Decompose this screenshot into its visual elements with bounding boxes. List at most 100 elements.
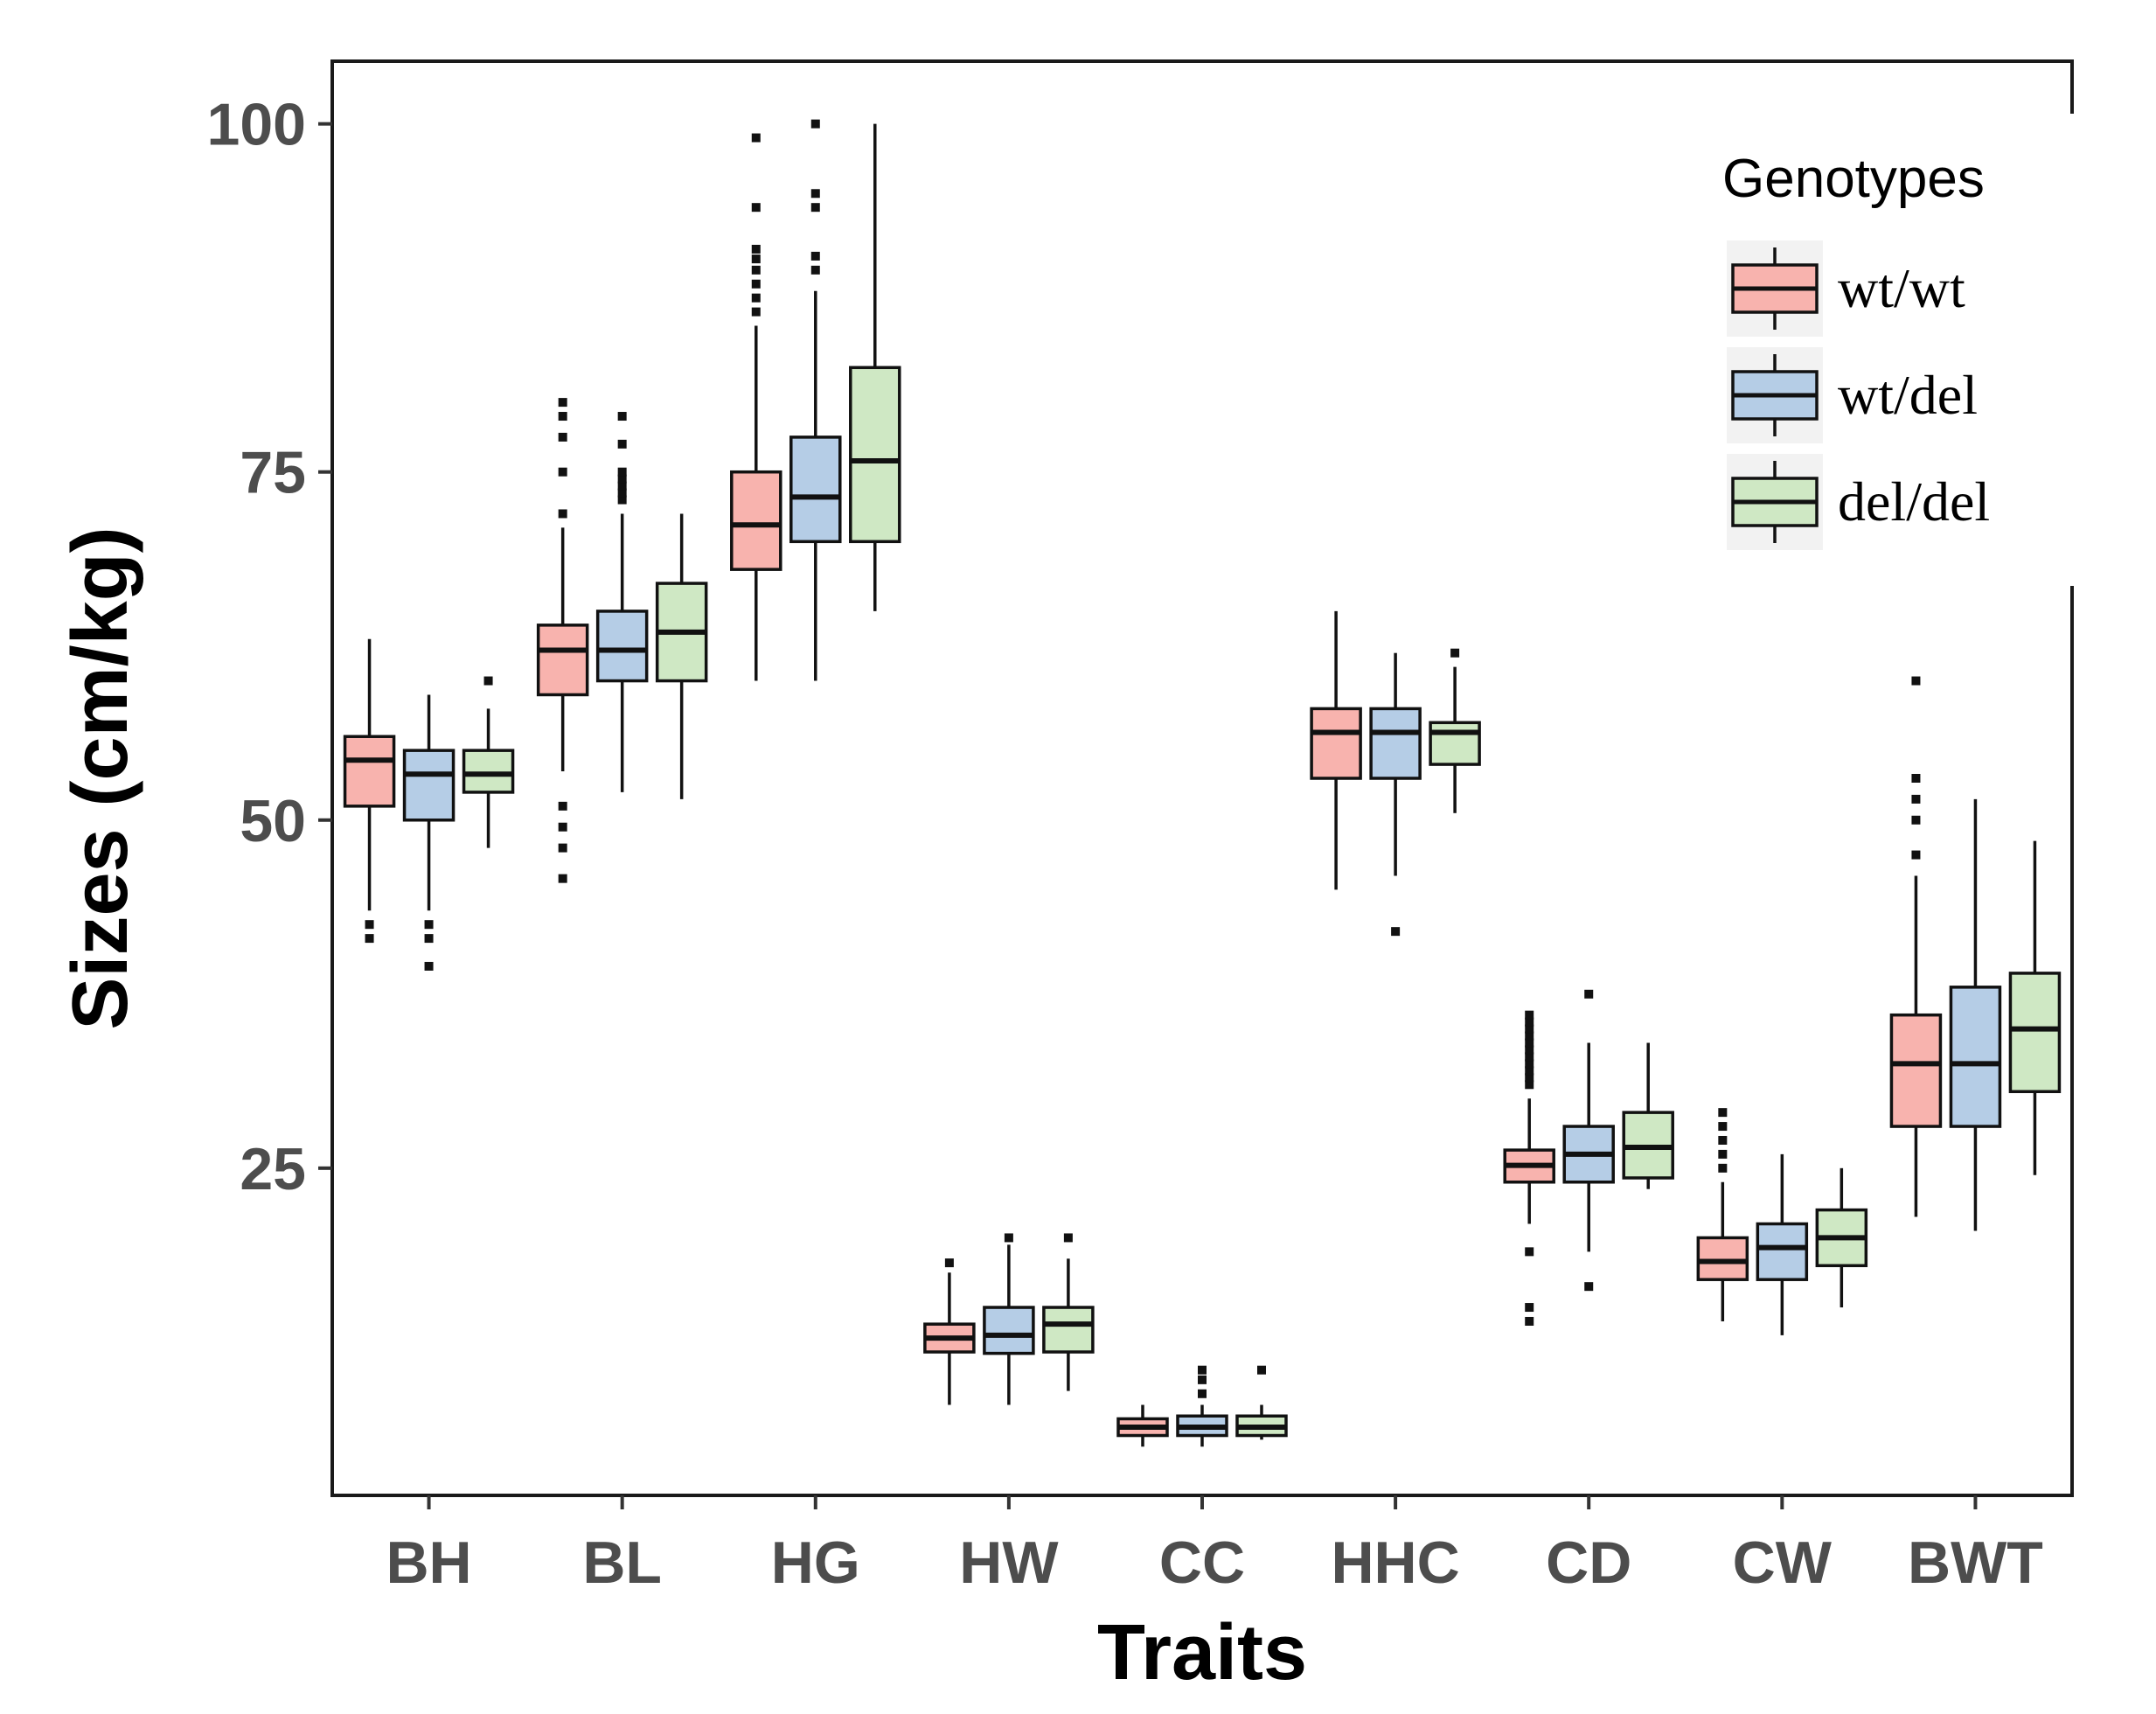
iqr-box (595, 610, 649, 683)
outlier-point (1911, 815, 1921, 825)
legend: Genotypes wt/wt wt/del del/del (1700, 114, 2076, 586)
iqr-box (1696, 1236, 1749, 1281)
iqr-box (1889, 1013, 1943, 1128)
outlier-point (617, 488, 627, 498)
box-wt-wt-HG (730, 133, 782, 681)
y-tick-label: 50 (240, 788, 306, 854)
legend-item-wt-del: wt/del (1727, 347, 1978, 443)
iqr-box (343, 735, 396, 808)
outlier-point (1525, 1247, 1534, 1257)
box-wt-del-CW (1756, 1153, 1809, 1335)
box-wt-wt-HHC (1310, 610, 1362, 890)
box-wt-wt-CD (1503, 1010, 1555, 1326)
iqr-box (789, 435, 842, 544)
outlier-point (558, 467, 567, 477)
outlier-point (424, 920, 434, 930)
box-wt-wt-HW (923, 1258, 976, 1405)
outlier-point (424, 934, 434, 944)
box-del-del-HG (849, 123, 901, 611)
x-tick-label: BL (582, 1529, 662, 1596)
x-axis-title: Traits (1097, 1609, 1307, 1697)
outlier-point (1198, 1375, 1207, 1384)
box-wt-del-CD (1562, 989, 1615, 1292)
boxes-layer (343, 119, 2062, 1447)
outlier-point (617, 474, 627, 484)
legend-items: wt/wt wt/del del/del (1727, 240, 1990, 550)
outlier-point (1525, 1024, 1534, 1034)
outlier-point (483, 676, 493, 686)
box-del-del-CD (1622, 1042, 1674, 1189)
legend-label: del/del (1838, 470, 1990, 533)
outlier-point (751, 203, 761, 213)
outlier-point (1525, 1017, 1534, 1027)
outlier-point (1525, 1066, 1534, 1076)
box-del-del-HHC (1429, 648, 1481, 813)
iqr-box (1949, 986, 2002, 1128)
x-tick-label: HG (771, 1529, 860, 1596)
iqr-box (1756, 1222, 1809, 1281)
box-wt-del-BL (595, 412, 649, 792)
outlier-point (1525, 1303, 1534, 1313)
box-wt-wt-BWT (1889, 676, 1943, 1217)
outlier-point (617, 412, 627, 422)
iqr-box (1310, 707, 1362, 780)
outlier-point (1911, 774, 1921, 783)
legend-title: Genotypes (1722, 149, 1985, 209)
box-wt-del-HW (983, 1233, 1035, 1405)
x-tick-label: BH (386, 1529, 471, 1596)
outlier-point (751, 265, 761, 275)
outlier-point (365, 920, 374, 930)
legend-label: wt/del (1838, 364, 1978, 426)
outlier-point (1525, 1045, 1534, 1055)
y-tick-label: 100 (207, 92, 306, 158)
box-del-del-HW (1042, 1233, 1095, 1391)
outlier-point (617, 495, 627, 505)
outlier-point (617, 467, 627, 477)
iqr-box (1369, 707, 1422, 780)
outlier-point (1718, 1108, 1728, 1118)
outlier-point (424, 961, 434, 971)
iqr-box (462, 749, 515, 794)
box-wt-wt-BL (536, 398, 589, 883)
outlier-point (1911, 676, 1921, 686)
x-tick-label: HHC (1331, 1529, 1459, 1596)
legend-item-wt-wt: wt/wt (1727, 240, 1965, 337)
outlier-point (1584, 1282, 1594, 1292)
outlier-point (1525, 1080, 1534, 1090)
iqr-box (730, 470, 782, 571)
box-wt-del-CC (1176, 1365, 1228, 1447)
outlier-point (944, 1258, 954, 1268)
outlier-point (810, 265, 820, 275)
outlier-point (1004, 1233, 1013, 1243)
box-wt-wt-CC (1116, 1404, 1169, 1447)
y-tick-label: 75 (240, 440, 306, 506)
iqr-box (1042, 1306, 1095, 1354)
iqr-box (2008, 972, 2062, 1094)
outlier-point (751, 244, 761, 254)
outlier-point (558, 801, 567, 811)
iqr-box (402, 749, 456, 822)
outlier-point (558, 398, 567, 408)
outlier-point (1718, 1122, 1728, 1132)
outlier-point (1584, 989, 1594, 999)
x-axis: BH BL HG HW CC HHC CD CW BWT (386, 1495, 2043, 1596)
outlier-point (751, 133, 761, 143)
outlier-point (1718, 1135, 1728, 1145)
iqr-box (983, 1306, 1035, 1355)
outlier-point (558, 509, 567, 519)
outlier-point (1525, 1031, 1534, 1041)
outlier-point (617, 481, 627, 491)
x-tick-label: BWT (1908, 1529, 2043, 1596)
outlier-point (1718, 1163, 1728, 1173)
outlier-point (558, 874, 567, 883)
outlier-point (810, 189, 820, 199)
outlier-point (1718, 1149, 1728, 1159)
legend-item-del-del: del/del (1727, 454, 1990, 550)
box-del-del-BL (655, 513, 708, 799)
iqr-box (1429, 721, 1481, 766)
box-del-del-CW (1815, 1167, 1868, 1308)
outlier-point (751, 307, 761, 317)
outlier-point (1911, 850, 1921, 860)
outlier-point (1450, 648, 1460, 658)
